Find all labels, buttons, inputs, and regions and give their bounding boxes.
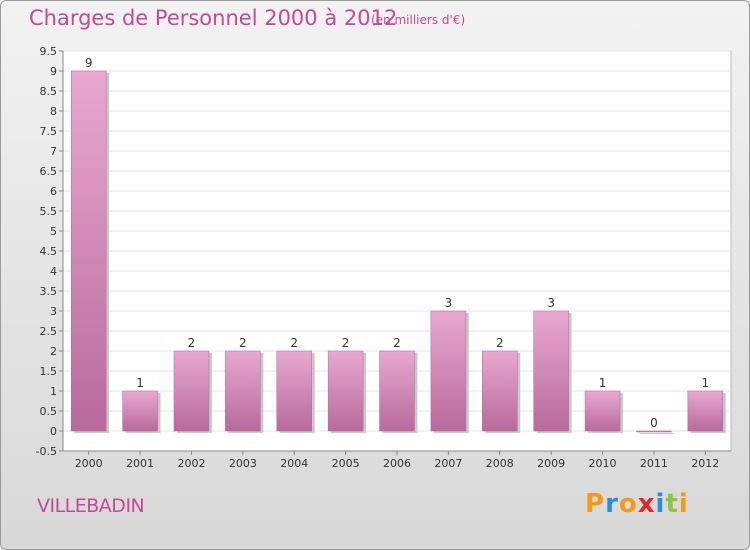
data-label: 2 bbox=[188, 336, 196, 350]
logo-letter: i bbox=[678, 489, 689, 519]
bar-2011 bbox=[636, 430, 672, 433]
data-label: 3 bbox=[547, 296, 555, 310]
bar-2004 bbox=[276, 350, 312, 432]
x-tick-label: 2007 bbox=[434, 457, 462, 470]
y-tick-label: 8 bbox=[50, 105, 57, 118]
x-tick-label: 2004 bbox=[280, 457, 308, 470]
data-label: 1 bbox=[136, 376, 144, 390]
town-name: VILLEBADIN bbox=[37, 495, 145, 517]
logo-letter: t bbox=[665, 489, 679, 519]
data-label: 2 bbox=[393, 336, 401, 350]
x-tick-label: 2010 bbox=[589, 457, 617, 470]
y-tick-label: 5.5 bbox=[40, 205, 58, 218]
data-label: 2 bbox=[290, 336, 298, 350]
bar-2001 bbox=[122, 390, 158, 432]
x-tick-label: 2011 bbox=[640, 457, 668, 470]
chart-title: Charges de Personnel 2000 à 2012 bbox=[29, 6, 398, 30]
data-label: 9 bbox=[85, 56, 93, 70]
x-tick-label: 2012 bbox=[691, 457, 719, 470]
data-label: 0 bbox=[650, 416, 658, 430]
x-tick-label: 2006 bbox=[383, 457, 411, 470]
logo-letter: r bbox=[605, 489, 619, 519]
y-tick-label: 4 bbox=[50, 265, 57, 278]
y-tick-label: 5 bbox=[50, 225, 57, 238]
proxiti-logo[interactable]: Proxiti bbox=[585, 489, 689, 519]
x-tick-label: 2003 bbox=[229, 457, 257, 470]
bar-2003 bbox=[225, 350, 261, 432]
y-tick-label: 6 bbox=[50, 185, 57, 198]
data-label: 3 bbox=[445, 296, 453, 310]
bar-2012 bbox=[687, 390, 724, 432]
y-tick-label: 9 bbox=[50, 65, 57, 78]
y-tick-label: 4.5 bbox=[40, 245, 58, 258]
data-label: 1 bbox=[701, 376, 709, 390]
x-tick-label: 2008 bbox=[486, 457, 514, 470]
logo-letter: P bbox=[585, 489, 606, 519]
y-tick-label: 3 bbox=[50, 305, 57, 318]
logo-letter: i bbox=[655, 489, 666, 519]
logo-letter: o bbox=[618, 489, 638, 519]
logo-letter: x bbox=[637, 489, 656, 519]
bar-2002 bbox=[173, 350, 210, 432]
y-tick-label: 8.5 bbox=[40, 85, 58, 98]
bar-2008 bbox=[482, 350, 518, 432]
x-tick-label: 2009 bbox=[537, 457, 565, 470]
data-label: 2 bbox=[496, 336, 504, 350]
y-tick-label: 7.5 bbox=[40, 125, 58, 138]
y-tick-label: 1 bbox=[50, 385, 57, 398]
bar-2009 bbox=[533, 310, 569, 432]
y-tick-label: 0.5 bbox=[40, 405, 58, 418]
y-tick-label: 6.5 bbox=[40, 165, 58, 178]
x-tick-label: 2001 bbox=[126, 457, 154, 470]
y-tick-label: 2 bbox=[50, 345, 57, 358]
x-tick-label: 2000 bbox=[75, 457, 103, 470]
bar-2005 bbox=[327, 350, 364, 432]
y-tick-label: 3.5 bbox=[40, 285, 58, 298]
data-label: 2 bbox=[342, 336, 350, 350]
bar-2000 bbox=[70, 70, 107, 432]
data-label: 2 bbox=[239, 336, 247, 350]
x-tick-label: 2005 bbox=[332, 457, 360, 470]
y-tick-label: 1.5 bbox=[40, 365, 58, 378]
data-label: 1 bbox=[599, 376, 607, 390]
bar-2010 bbox=[584, 390, 621, 432]
y-tick-label: -0.5 bbox=[36, 445, 57, 458]
y-tick-label: 9.5 bbox=[40, 45, 58, 58]
bar-2006 bbox=[379, 350, 415, 432]
bar-2007 bbox=[430, 310, 467, 432]
y-tick-label: 7 bbox=[50, 145, 57, 158]
bar-shadow bbox=[639, 433, 675, 434]
x-tick-label: 2002 bbox=[177, 457, 205, 470]
chart-subtitle: (en milliers d'€) bbox=[371, 13, 466, 27]
y-tick-label: 2.5 bbox=[40, 325, 58, 338]
y-tick-label: 0 bbox=[50, 425, 57, 438]
